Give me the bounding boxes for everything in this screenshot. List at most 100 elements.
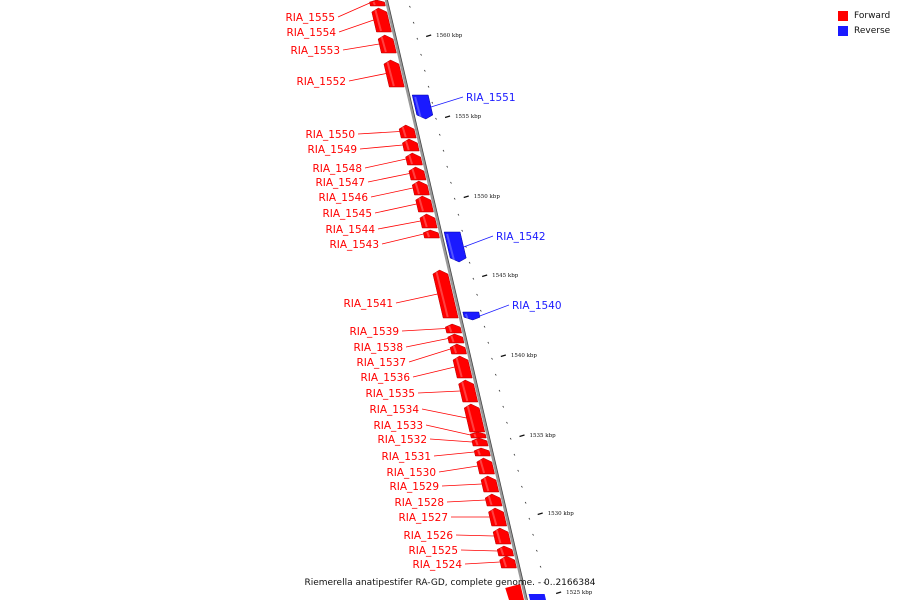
gene-label-RIA_1539: RIA_1539 [349, 326, 399, 338]
tick-label: 1555 kbp [455, 114, 482, 120]
gene-highlight [422, 215, 428, 228]
minor-tick [506, 421, 508, 424]
gene-label-RIA_1540: RIA_1540 [512, 300, 562, 312]
gene-label-RIA_1536: RIA_1536 [360, 372, 410, 384]
leader-line [446, 499, 486, 503]
gene-arrow-RIA_1541 [432, 269, 459, 319]
gene-arrow-RIA_1553 [377, 34, 397, 54]
leader-line [463, 235, 494, 248]
minor-tick [539, 565, 542, 568]
major-tick [500, 354, 507, 358]
leader-line [367, 173, 410, 183]
gene-highlight [455, 357, 463, 378]
gene-highlight [450, 335, 455, 343]
gene-arrow-RIA_1528 [484, 493, 503, 507]
leader-line [438, 465, 478, 473]
gene-label-RIA_1545: RIA_1545 [322, 208, 372, 220]
minor-tick [536, 549, 538, 552]
tick-label: 1530 kbp [548, 511, 575, 517]
gene-arrow-RIA_1545 [415, 195, 434, 213]
minor-tick [491, 357, 493, 360]
tick-label: 1525 kbp [566, 590, 593, 596]
gene-label-RIA_1534: RIA_1534 [369, 404, 419, 416]
minor-tick [416, 37, 419, 40]
gene-highlight [448, 325, 453, 333]
gene-label-RIA_1533: RIA_1533 [373, 420, 423, 432]
gene-label-RIA_1525: RIA_1525 [408, 545, 458, 557]
leader-line [417, 390, 461, 394]
leader-line [395, 293, 438, 304]
major-tick [519, 434, 525, 438]
leader-line [342, 43, 380, 51]
leader-line [374, 203, 417, 214]
gene-arrow-RIA_1531 [473, 447, 491, 457]
gene-label-RIA_1537: RIA_1537 [356, 357, 406, 369]
minor-tick [472, 277, 475, 280]
gene-arrow-RIA_1530 [476, 457, 495, 475]
gene-arrow-RIA_1549 [402, 138, 420, 152]
gene-highlight [401, 126, 407, 138]
gene-arrow-RIA_1536 [452, 355, 473, 379]
gene-arrow-RIA_1537 [449, 343, 467, 355]
gene-arrow-RIA_1533 [470, 431, 487, 439]
gene-highlight [479, 459, 486, 474]
gene-arrow-RIA_1554 [371, 7, 392, 33]
minor-tick [513, 453, 516, 456]
minor-tick [480, 309, 482, 312]
minor-tick [438, 133, 441, 136]
gene-arrow-RIA_1527 [488, 507, 508, 527]
minor-tick [517, 469, 519, 472]
minor-tick [528, 517, 531, 520]
leader-line [377, 220, 421, 230]
leader-line [460, 549, 498, 552]
gene-arrow-RIA_1552 [383, 59, 405, 88]
gene-arrow-RIA_1551 [411, 94, 434, 120]
gene-highlight [491, 509, 498, 526]
minor-tick [509, 437, 512, 440]
gene-arrow-RIA_1544 [419, 213, 438, 229]
gene-label-RIA_1548: RIA_1548 [312, 163, 362, 175]
gene-highlight [411, 168, 417, 180]
minor-tick [409, 5, 411, 8]
minor-tick [483, 325, 486, 328]
minor-tick [435, 117, 437, 120]
minor-tick [498, 389, 501, 392]
gene-highlight [461, 381, 469, 402]
minor-tick [442, 149, 445, 152]
gene-highlight [502, 557, 507, 568]
backbone-edge [387, 0, 528, 600]
gene-highlight [466, 405, 476, 432]
gene-label-RIA_1549: RIA_1549 [307, 144, 357, 156]
legend-forward-label: Forward [854, 10, 891, 21]
gene-arrow-RIA_1535 [458, 379, 479, 403]
leader-line [433, 451, 475, 457]
gene-label-RIA_1530: RIA_1530 [386, 467, 436, 479]
leader-line [405, 338, 449, 348]
gene-highlight [374, 9, 382, 32]
gene-highlight [474, 439, 479, 446]
gene-highlight [499, 547, 505, 556]
forward-swatch-icon [838, 10, 848, 21]
major-tick [555, 591, 562, 595]
gene-highlight [435, 271, 449, 318]
minor-tick [487, 341, 490, 344]
minor-tick [476, 293, 478, 296]
gene-label-RIA_1532: RIA_1532 [377, 434, 427, 446]
gene-highlight [408, 154, 413, 165]
minor-tick [532, 533, 534, 536]
gene-label-RIA_1550: RIA_1550 [305, 129, 355, 141]
legend: Forward Reverse [838, 8, 890, 38]
gene-arrow-RIA_1547 [408, 166, 427, 181]
legend-forward: Forward [838, 8, 890, 23]
gene-label-RIA_1544: RIA_1544 [325, 224, 375, 236]
gene-label-RIA_1551: RIA_1551 [466, 92, 516, 104]
gene-arrow-RIA_1555 [369, 0, 386, 7]
gene-arrow-RIA_1540 [462, 311, 481, 321]
leader-line [430, 96, 464, 108]
gene-highlight [452, 345, 458, 354]
gene-arrow-RIA_1550 [398, 124, 417, 139]
gene-label-RIA_1529: RIA_1529 [389, 481, 439, 493]
leader-line [429, 438, 473, 443]
gene-arrow-RIA_1546 [411, 180, 430, 196]
minor-tick [420, 53, 422, 56]
